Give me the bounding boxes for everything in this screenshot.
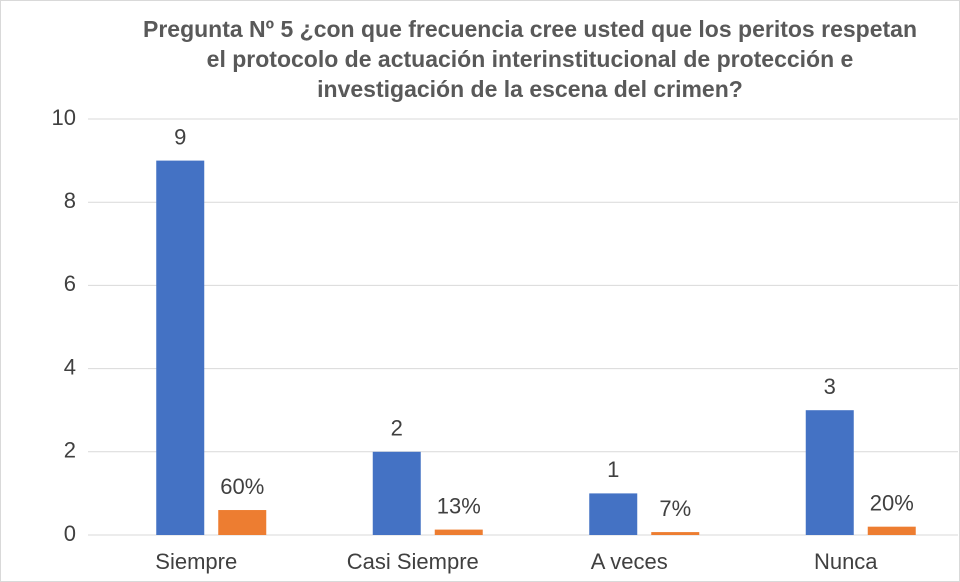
y-tick-label: 2 [64, 438, 76, 463]
bar [372, 451, 421, 535]
data-label: 9 [174, 124, 186, 149]
bar [867, 526, 916, 535]
bar [805, 410, 854, 535]
bar [589, 493, 638, 535]
x-tick-label: A veces [591, 549, 668, 574]
data-label: 60% [220, 474, 264, 499]
y-tick-label: 0 [64, 521, 76, 546]
data-label: 2 [391, 416, 403, 441]
data-label: 7% [659, 496, 691, 521]
bar [218, 510, 267, 535]
data-label: 3 [824, 374, 836, 399]
bar [434, 529, 483, 535]
x-tick-label: Siempre [155, 549, 237, 574]
x-tick-label: Nunca [814, 549, 878, 574]
y-tick-label: 8 [64, 188, 76, 213]
y-tick-label: 6 [64, 271, 76, 296]
data-label: 20% [870, 490, 914, 515]
bar [156, 160, 205, 535]
y-tick-label: 4 [64, 354, 76, 379]
data-label: 1 [607, 457, 619, 482]
y-tick-label: 10 [52, 105, 76, 130]
x-tick-label: Casi Siempre [347, 549, 479, 574]
bar [651, 532, 700, 535]
chart-title: Pregunta Nº 5 ¿con que frecuencia cree u… [142, 16, 917, 102]
data-label: 13% [437, 493, 481, 518]
